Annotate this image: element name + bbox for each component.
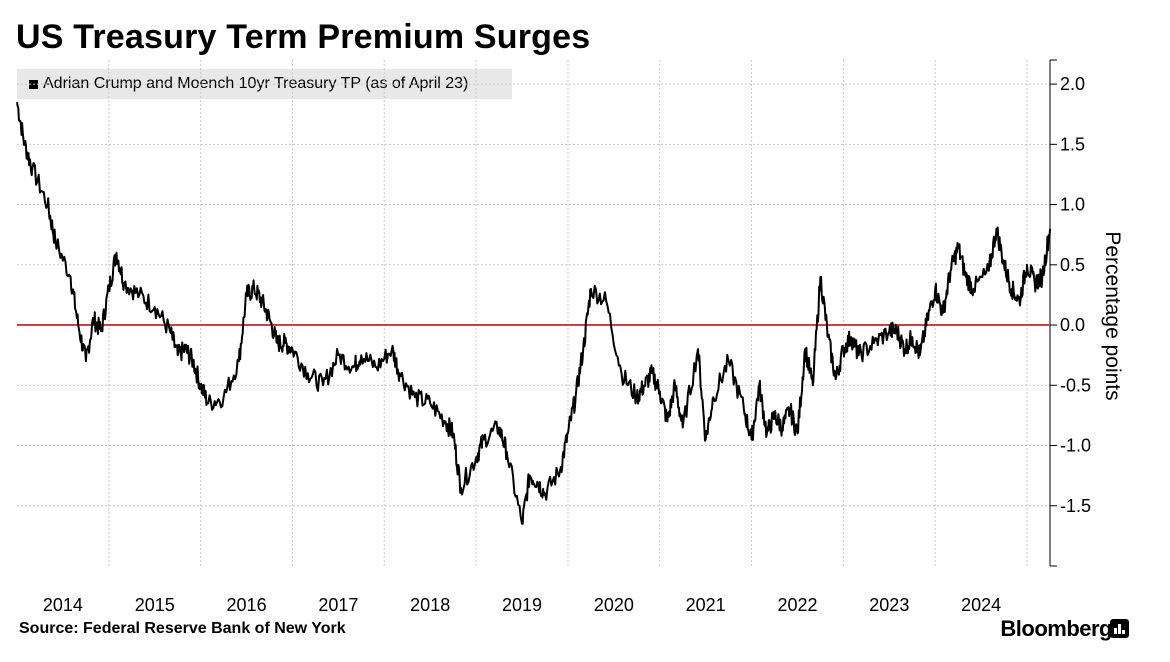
y-tick-label: 2.0 — [1060, 74, 1085, 94]
y-tick-label: 1.0 — [1060, 195, 1085, 215]
chart-title: US Treasury Term Premium Surges — [16, 18, 591, 56]
bloomberg-logo: Bloomberg — [1000, 616, 1112, 641]
legend-label: Adrian Crump and Moench 10yr Treasury TP… — [43, 75, 469, 92]
y-tick-label: -1.5 — [1060, 496, 1091, 516]
x-tick-label: 2021 — [686, 595, 726, 615]
y-tick-label: 0.0 — [1060, 315, 1085, 335]
x-tick-label: 2017 — [318, 595, 358, 615]
x-tick-label: 2014 — [43, 595, 83, 615]
x-tick-label: 2022 — [777, 595, 817, 615]
x-tick-label: 2016 — [227, 595, 267, 615]
y-axis-label: Percentage points — [1101, 231, 1124, 400]
y-tick-label: 1.5 — [1060, 134, 1085, 154]
y-tick-label: -0.5 — [1060, 375, 1091, 395]
x-tick-label: 2019 — [502, 595, 542, 615]
x-tick-label: 2020 — [594, 595, 634, 615]
y-tick-label: 0.5 — [1060, 255, 1085, 275]
gridlines — [17, 60, 1050, 566]
x-axis: 2014 2015 2016 2017 2018 2019 2020 2021 2022 2023… — [43, 595, 1001, 615]
series-line — [16, 102, 1051, 525]
x-tick-label: 2024 — [961, 595, 1001, 615]
y-axis: 2.0 1.5 1.0 0.5 0.0 -0.5 -1.0 -1.5 — [1049, 59, 1091, 567]
y-tick-label: -1.0 — [1060, 436, 1091, 456]
bloomberg-terminal-icon — [1110, 619, 1129, 638]
x-tick-label: 2023 — [869, 595, 909, 615]
x-tick-label: 2018 — [410, 595, 450, 615]
x-tick-label: 2015 — [135, 595, 175, 615]
source-note: Source: Federal Reserve Bank of New York — [19, 620, 346, 637]
